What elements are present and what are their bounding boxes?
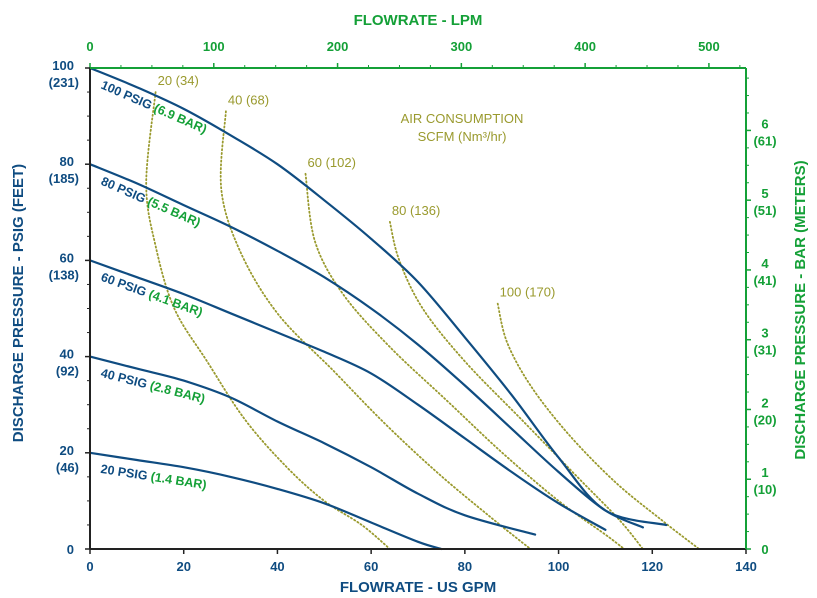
air-curve-label: 40 (68) — [228, 92, 269, 107]
air-curve-label: 100 (170) — [500, 285, 556, 300]
x-tick-label: 40 — [270, 559, 284, 574]
y-axis-label-right: DISCHARGE PRESSURE - BAR (METERS) — [792, 160, 809, 459]
x-tick-label: 120 — [641, 559, 663, 574]
top-tick-label: 500 — [698, 39, 720, 54]
right-tick-label: 5 — [761, 186, 768, 201]
top-tick-label: 0 — [86, 39, 93, 54]
y-tick-label: 60 — [60, 250, 74, 265]
y-tick-label: 20 — [60, 443, 74, 458]
right-tick-sublabel: (51) — [753, 203, 776, 218]
right-tick-label: 6 — [761, 116, 768, 131]
y-tick-label: 0 — [67, 542, 74, 557]
pressure-curve — [88, 163, 644, 529]
pressure-psig-label: 20 PSIG — [100, 462, 152, 484]
y-tick-sublabel: (46) — [56, 460, 79, 475]
air-curve — [304, 172, 626, 550]
x-tick-label: 20 — [176, 559, 190, 574]
x-tick-label: 100 — [548, 559, 570, 574]
right-tick-label: 1 — [761, 465, 768, 480]
y-axis-label-left: DISCHARGE PRESSURE - PSIG (FEET) — [10, 164, 27, 442]
air-consumption-units: SCFM (Nm³/hr) — [418, 129, 507, 144]
top-tick-label: 300 — [450, 39, 472, 54]
right-tick-label: 2 — [761, 395, 768, 410]
top-tick-label: 100 — [203, 39, 225, 54]
x-axis-label-bottom: FLOWRATE - US GPM — [340, 579, 496, 596]
pressure-curve-label: 60 PSIG (4.1 BAR) — [99, 270, 204, 319]
pressure-curves: 100 PSIG (6.9 BAR)80 PSIG (5.5 BAR)60 PS… — [88, 66, 668, 551]
top-tick-label: 200 — [327, 39, 349, 54]
x-tick-label: 0 — [86, 559, 93, 574]
right-tick-sublabel: (20) — [753, 412, 776, 427]
y-tick-sublabel: (231) — [49, 75, 79, 90]
top-tick-label: 400 — [574, 39, 596, 54]
air-curve — [496, 302, 700, 550]
y-tick-sublabel: (185) — [49, 171, 79, 186]
y-tick-label: 40 — [60, 347, 74, 362]
x-tick-label: 80 — [458, 559, 472, 574]
pressure-curve — [88, 66, 668, 527]
right-tick-sublabel: (61) — [753, 133, 776, 148]
air-curve-label: 20 (34) — [158, 73, 199, 88]
pressure-curve — [88, 259, 607, 531]
pressure-bar-label: (1.4 BAR) — [150, 470, 208, 492]
right-tick-label: 4 — [761, 256, 769, 271]
pressure-curve-label: 20 PSIG (1.4 BAR) — [100, 462, 208, 492]
right-tick-label: 3 — [761, 326, 768, 341]
pressure-psig-label: 60 PSIG — [99, 270, 151, 300]
pressure-curve — [88, 451, 443, 551]
right-tick-sublabel: (10) — [753, 482, 776, 497]
y-tick-sublabel: (138) — [49, 267, 79, 282]
x-tick-label: 60 — [364, 559, 378, 574]
air-curve-label: 80 (136) — [392, 203, 440, 218]
right-tick-label: 0 — [761, 542, 768, 557]
air-curve — [145, 91, 391, 550]
pressure-curve — [88, 355, 537, 536]
air-curve — [219, 110, 532, 550]
y-tick-label: 100 — [52, 58, 74, 73]
pressure-bar-label: (2.8 BAR) — [149, 379, 207, 407]
right-tick-sublabel: (31) — [753, 343, 776, 358]
x-tick-label: 140 — [735, 559, 757, 574]
y-tick-sublabel: (92) — [56, 364, 79, 379]
x-axis-label-top: FLOWRATE - LPM — [354, 12, 483, 29]
air-consumption-title: AIR CONSUMPTION — [401, 111, 524, 126]
air-curve-label: 60 (102) — [308, 155, 356, 170]
right-tick-sublabel: (41) — [753, 273, 776, 288]
y-tick-label: 80 — [60, 154, 74, 169]
